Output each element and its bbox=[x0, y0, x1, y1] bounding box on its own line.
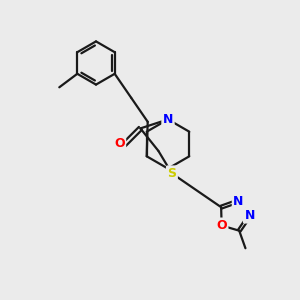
Text: N: N bbox=[233, 194, 244, 208]
Text: O: O bbox=[114, 137, 125, 150]
Text: O: O bbox=[216, 219, 227, 232]
Text: S: S bbox=[167, 167, 176, 180]
Text: N: N bbox=[163, 113, 173, 126]
Text: N: N bbox=[244, 209, 255, 222]
